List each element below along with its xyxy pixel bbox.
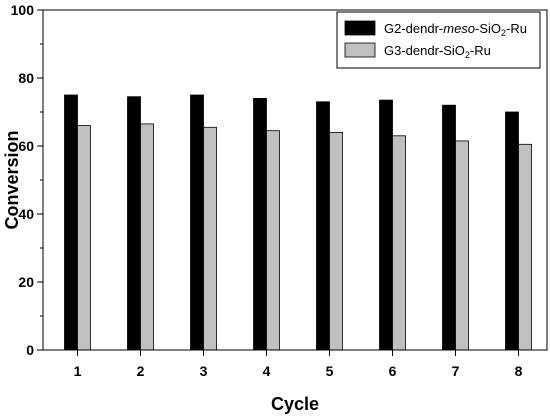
legend-swatch-series-1 [344, 20, 376, 36]
plot-marks [64, 94, 532, 351]
x-tick-label-5: 5 [326, 363, 334, 379]
y-tick-label-20: 20 [18, 274, 34, 290]
y-tick-label-60: 60 [18, 138, 34, 154]
x-tick-label-7: 7 [452, 363, 460, 379]
x-tick-label-1: 1 [74, 363, 82, 379]
bar-series-1-cycle-1 [64, 94, 78, 351]
bar-series-2-cycle-8 [518, 143, 532, 351]
legend-label-series-1: G2-dendr-meso-SiO2-Ru [384, 21, 527, 38]
bar-series-1-cycle-8 [505, 111, 519, 351]
y-tick-label-80: 80 [18, 70, 34, 86]
x-tick-label-8: 8 [515, 363, 523, 379]
bar-series-1-cycle-7 [442, 104, 456, 351]
bar-series-2-cycle-2 [140, 123, 154, 351]
bar-series-1-cycle-3 [190, 94, 204, 351]
bar-series-1-cycle-2 [127, 96, 141, 351]
legend-label-series-2: G3-dendr-SiO2-Ru [384, 43, 491, 60]
y-tick-label-0: 0 [26, 342, 34, 358]
bar-series-1-cycle-5 [316, 101, 330, 351]
x-axis-title: Cycle [271, 394, 319, 414]
x-tick-label-6: 6 [389, 363, 397, 379]
bar-series-2-cycle-1 [77, 125, 91, 351]
bar-series-2-cycle-7 [455, 140, 469, 351]
x-axis-ticks: 1 2 3 4 5 6 7 8 [74, 350, 523, 379]
bar-series-2-cycle-4 [266, 130, 280, 351]
bar-series-2-cycle-6 [392, 135, 406, 351]
x-tick-label-2: 2 [137, 363, 145, 379]
x-tick-label-4: 4 [263, 363, 271, 379]
x-tick-label-3: 3 [200, 363, 208, 379]
legend: G2-dendr-meso-SiO2-Ru G3-dendr-SiO2-Ru [336, 11, 541, 69]
y-axis-title: Conversion [2, 130, 22, 229]
y-axis-ticks: 0 20 40 60 80 100 [11, 2, 43, 358]
bar-series-1-cycle-4 [253, 98, 267, 351]
bar-series-2-cycle-3 [203, 126, 217, 351]
bar-series-1-cycle-6 [379, 99, 393, 351]
bar-series-2-cycle-5 [329, 131, 343, 351]
y-tick-label-100: 100 [11, 2, 35, 18]
y-tick-label-40: 40 [18, 206, 34, 222]
legend-swatch-series-2 [344, 42, 376, 58]
